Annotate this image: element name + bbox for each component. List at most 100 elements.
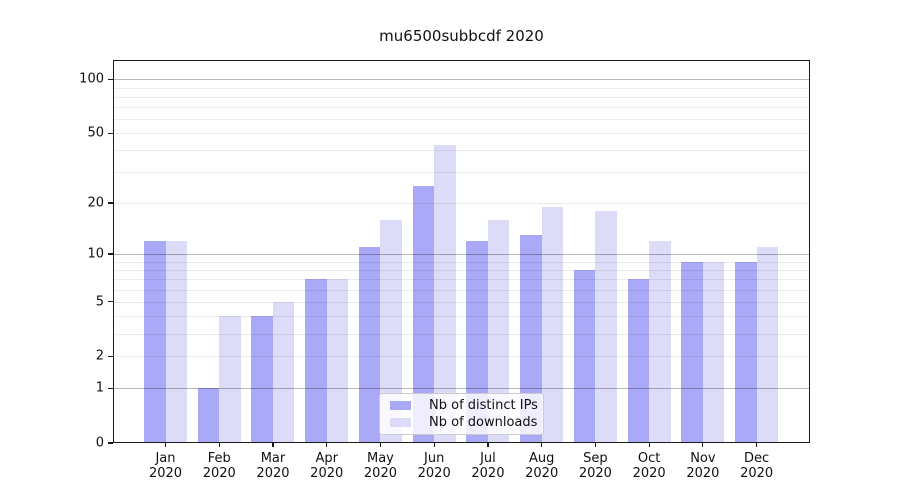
gridline-major-100: [113, 79, 810, 81]
legend-item-distinct-ips: Nb of distinct IPs: [388, 397, 538, 414]
chart-title: mu6500subbcdf 2020: [379, 27, 544, 45]
y-tick-label-10: 10: [87, 246, 104, 262]
x-tick-mark-jan: [164, 443, 167, 447]
legend-label-downloads: Nb of downloads: [429, 415, 538, 431]
x-tick-month: Nov: [690, 451, 716, 466]
gridline-minor-50: [113, 133, 810, 135]
bar-distinct-ips-jan: [144, 240, 166, 443]
x-tick-label-may: May 2020: [350, 451, 410, 481]
gridline-minor-5: [113, 301, 810, 303]
x-tick-month: Apr: [315, 451, 338, 466]
legend: Nb of distinct IPs Nb of downloads: [379, 393, 544, 435]
y-tick-label-100: 100: [79, 71, 104, 87]
x-tick-month: Feb: [207, 451, 231, 466]
x-tick-mark-may: [379, 443, 382, 447]
x-tick-year: 2020: [740, 466, 774, 481]
y-tick-mark-5: [108, 301, 113, 303]
x-tick-label-sep: Sep 2020: [565, 451, 625, 481]
x-tick-year: 2020: [256, 466, 290, 481]
gridline-minor-40: [113, 150, 810, 152]
bar-distinct-ips-may: [358, 247, 381, 443]
gridline-major-1: [113, 388, 810, 390]
bar-downloads-nov: [702, 261, 725, 443]
x-tick-month: May: [367, 451, 394, 466]
x-tick-year: 2020: [417, 466, 451, 481]
gridline-minor-2: [113, 356, 810, 358]
x-tick-label-nov: Nov 2020: [673, 451, 733, 481]
x-tick-month: Aug: [528, 451, 555, 466]
x-tick-month: Mar: [260, 451, 286, 466]
x-tick-month: Jun: [424, 451, 445, 466]
bar-downloads-jul: [487, 219, 510, 443]
x-tick-mark-oct: [648, 443, 650, 447]
bar-distinct-ips-apr: [305, 279, 327, 443]
x-tick-mark-jun: [433, 443, 435, 447]
x-tick-mark-nov: [702, 443, 704, 447]
y-tick-label-20: 20: [87, 195, 104, 211]
x-tick-month: Sep: [583, 451, 608, 466]
x-tick-mark-jul: [487, 443, 489, 447]
bar-downloads-feb: [219, 316, 241, 443]
x-tick-year: 2020: [363, 466, 397, 481]
bar-downloads-jan: [165, 240, 187, 443]
x-tick-year: 2020: [202, 466, 236, 481]
x-tick-year: 2020: [525, 466, 559, 481]
gridline-minor-3: [113, 333, 810, 335]
x-tick-label-jun: Jun 2020: [404, 451, 464, 481]
bar-distinct-ips-mar: [251, 316, 273, 443]
legend-item-downloads: Nb of downloads: [388, 414, 538, 431]
bar-distinct-ips-oct: [627, 279, 650, 443]
legend-label-distinct-ips: Nb of distinct IPs: [429, 397, 538, 413]
x-tick-year: 2020: [578, 466, 612, 481]
y-tick-mark-2: [108, 355, 113, 357]
x-tick-year: 2020: [632, 466, 666, 481]
x-tick-year: 2020: [148, 466, 183, 481]
bar-distinct-ips-jul: [466, 240, 488, 443]
grid-layer: [113, 60, 810, 443]
legend-swatch-distinct-ips: [390, 400, 411, 410]
gridline-minor-60: [113, 119, 810, 121]
gridline-minor-90: [113, 87, 810, 89]
x-tick-month: Oct: [637, 451, 661, 466]
gridline-minor-8: [113, 269, 810, 271]
x-tick-label-feb: Feb 2020: [189, 451, 249, 481]
x-tick-month: Dec: [744, 451, 770, 466]
bar-downloads-apr: [326, 279, 349, 443]
x-tick-label-oct: Oct 2020: [619, 451, 679, 481]
gridline-minor-20: [113, 203, 810, 205]
x-tick-label-mar: Mar 2020: [243, 451, 303, 481]
bar-distinct-ips-feb: [197, 388, 220, 443]
x-tick-mark-dec: [756, 443, 758, 447]
gridline-minor-70: [113, 107, 810, 109]
x-tick-mark-apr: [326, 443, 328, 447]
bar-downloads-dec: [756, 247, 779, 443]
x-tick-label-aug: Aug 2020: [512, 451, 572, 481]
bar-distinct-ips-aug: [520, 235, 542, 443]
x-tick-label-jul: Jul 2020: [458, 451, 518, 481]
x-tick-label-apr: Apr 2020: [297, 451, 357, 481]
x-tick-mark-mar: [272, 443, 274, 447]
gridline-minor-9: [113, 261, 810, 263]
bar-downloads-oct: [649, 240, 671, 443]
bar-distinct-ips-jun: [412, 186, 435, 443]
x-tick-year: 2020: [471, 466, 505, 481]
x-tick-mark-sep: [594, 443, 596, 447]
bar-distinct-ips-sep: [573, 269, 596, 443]
y-tick-label-2: 2: [95, 348, 104, 364]
bar-downloads-mar: [272, 301, 295, 443]
y-tick-label-1: 1: [95, 380, 104, 396]
x-tick-label-jan: Jan 2020: [136, 451, 196, 481]
x-tick-mark-feb: [218, 443, 220, 447]
bar-downloads-sep: [595, 210, 617, 443]
gridline-minor-80: [113, 96, 810, 98]
x-tick-mark-aug: [541, 443, 543, 447]
x-tick-year: 2020: [310, 466, 344, 481]
gridline-minor-6: [113, 289, 810, 291]
y-tick-label-0: 0: [95, 435, 104, 451]
x-tick-month: Jul: [480, 451, 496, 466]
plot-area: [113, 60, 810, 443]
x-tick-month: Jan: [155, 451, 176, 466]
y-tick-mark-0: [108, 442, 113, 444]
y-tick-mark-20: [108, 202, 113, 204]
